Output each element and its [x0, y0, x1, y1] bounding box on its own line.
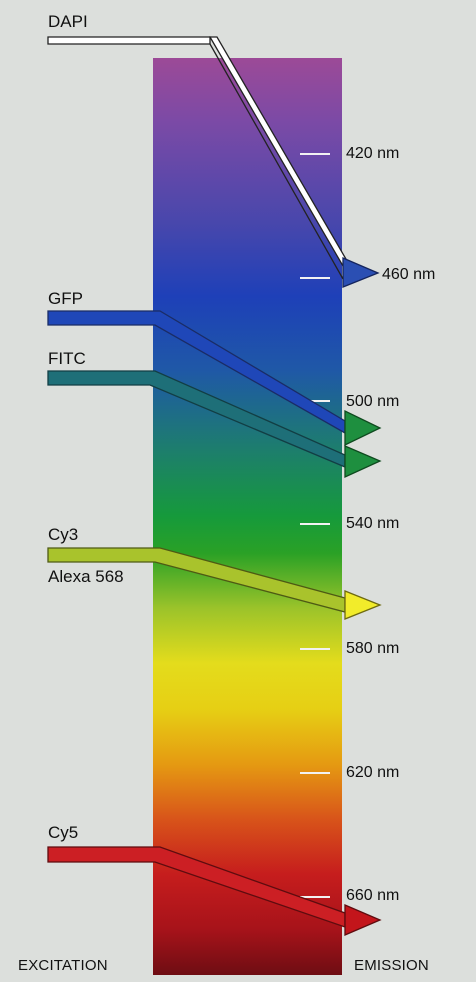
emission-label: EMISSION	[354, 957, 429, 974]
wavelength-620: 620 nm	[346, 764, 400, 781]
label-alexa568: Alexa 568	[48, 567, 124, 586]
arrow-dapi	[47, 36, 380, 288]
wavelength-580: 580 nm	[346, 640, 400, 657]
label-cy5: Cy5	[48, 823, 79, 842]
wavelength-460: 460 nm	[382, 266, 436, 283]
label-dapi: DAPI	[48, 12, 88, 31]
label-cy3: Cy3	[48, 525, 79, 544]
arrow-gfp	[47, 310, 382, 447]
arrow-fitc	[47, 370, 382, 479]
wavelength-660: 660 nm	[346, 887, 400, 904]
wavelength-540: 540 nm	[346, 515, 400, 532]
wavelength-420: 420 nm	[346, 145, 400, 162]
label-gfp: GFP	[48, 289, 83, 308]
spectrum-bar	[153, 58, 342, 975]
wavelength-500: 500 nm	[346, 393, 400, 410]
arrow-cy3	[47, 547, 382, 620]
label-fitc: FITC	[48, 349, 86, 368]
excitation-label: EXCITATION	[18, 957, 108, 974]
arrow-cy5	[47, 846, 382, 936]
